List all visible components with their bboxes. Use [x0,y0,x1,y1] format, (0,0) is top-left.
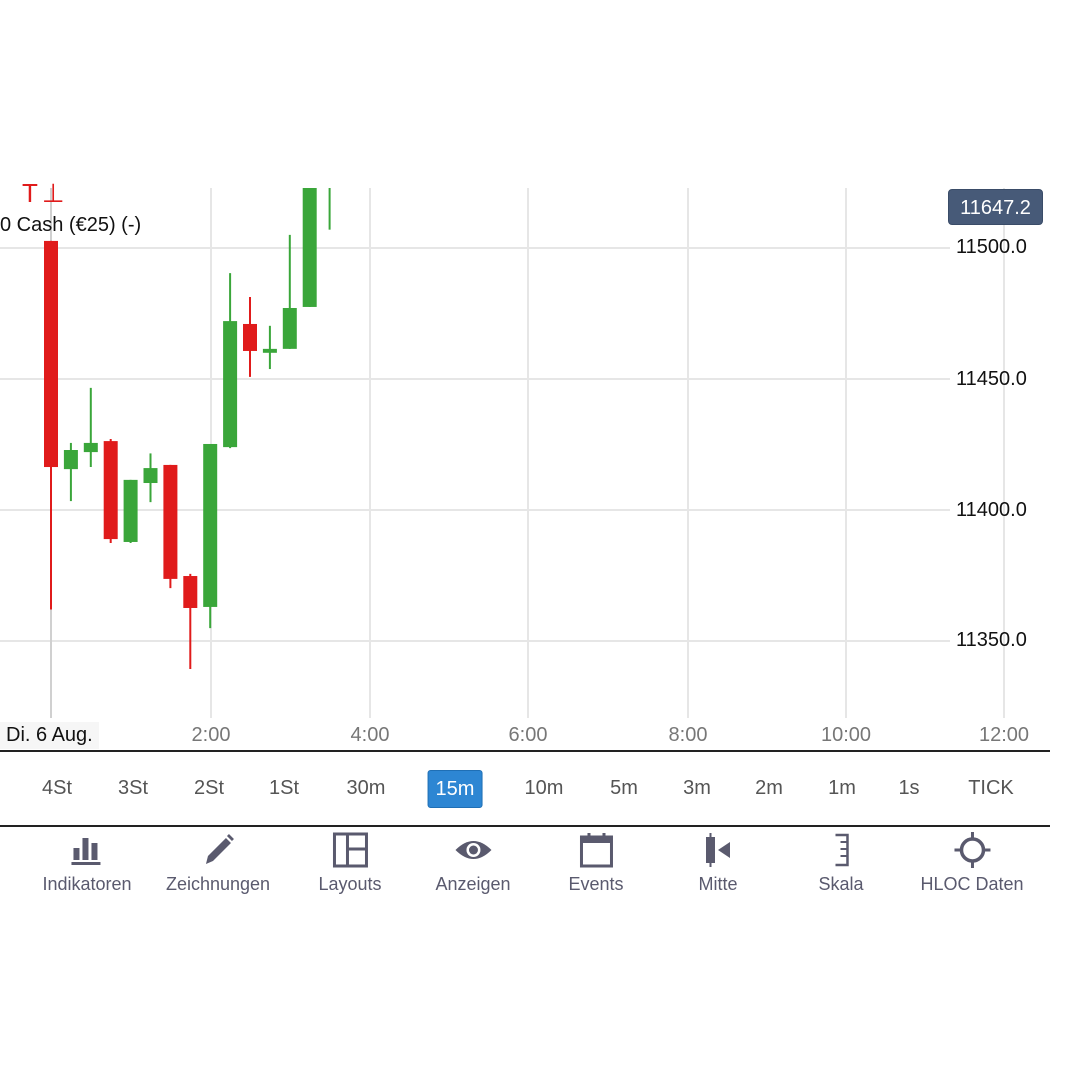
candle-body[interactable] [163,464,178,579]
candle-body[interactable] [223,321,238,448]
pencil-icon [206,834,234,864]
timeframe-4st[interactable]: 4St [41,777,73,799]
mitte-button[interactable]: Mitte [698,830,738,895]
timeframe-tick[interactable]: TICK [968,777,1014,799]
candle-body[interactable] [83,442,98,453]
events-label: Events [568,874,624,894]
eye-icon [455,841,491,859]
timeframe-10m[interactable]: 10m [524,777,564,799]
y-tick-label: 11500.0 [956,236,1027,258]
layout-icon [332,832,368,868]
candle-body[interactable] [143,468,158,484]
candle-body[interactable] [123,479,138,542]
indikatoren-label: Indikatoren [42,874,132,894]
candles [44,188,331,670]
timeframe-1st[interactable]: 1St [268,777,300,799]
grid-lines [0,188,1005,718]
x-date-label: Di. 6 Aug. [0,722,99,749]
x-tick-label: 4:00 [350,724,390,746]
skala-label: Skala [818,874,864,894]
scale-icon [835,833,849,867]
x-tick-label: 6:00 [508,724,548,746]
layouts-button[interactable]: Layouts [318,830,382,895]
hloc-daten-button[interactable]: HLOC Daten [920,830,1024,895]
timeframe-3st[interactable]: 3St [117,777,149,799]
x-tick-label: 8:00 [668,724,708,746]
candle-body[interactable] [282,307,297,349]
timeframe-selector: 4St 3St 2St 1St 30m 15m 10m 5m 3m 2m 1m … [0,770,1050,810]
chart-canvas[interactable] [0,0,1080,752]
candle-body[interactable] [203,443,218,607]
timeframe-2st[interactable]: 2St [193,777,225,799]
timeframe-3m[interactable]: 3m [683,777,711,799]
bottom-toolbar: Indikatoren Zeichnungen Layouts Anzeigen… [0,830,1050,900]
mitte-label: Mitte [698,874,738,894]
timeframe-5m[interactable]: 5m [610,777,638,799]
legend-label[interactable]: 0 Cash (€25) (-) [0,214,142,236]
x-tick-label: 2:00 [191,724,231,746]
y-tick-label: 11450.0 [956,368,1027,390]
x-tick-label: 12:00 [978,724,1030,746]
timeframe-1m[interactable]: 1m [828,777,856,799]
y-tick-label: 11400.0 [956,499,1027,521]
timeframe-15m[interactable]: 15m [427,770,483,808]
candle-body[interactable] [103,441,118,540]
center-icon [706,833,730,867]
zeichnungen-label: Zeichnungen [165,874,271,894]
timeframe-1s[interactable]: 1s [898,777,920,799]
current-price-tag: 11647.2 [948,189,1043,225]
calendar-icon [579,833,613,868]
axis-divider [0,750,1050,752]
candle-body[interactable] [183,576,198,608]
bar-chart-icon [71,838,100,865]
toolbar-divider [0,825,1050,827]
events-button[interactable]: Events [568,830,624,895]
zeichnungen-button[interactable]: Zeichnungen [166,830,270,895]
candle-body[interactable] [302,188,317,307]
timeframe-30m[interactable]: 30m [346,777,386,799]
anzeigen-label: Anzeigen [435,874,511,894]
timeframe-2m[interactable]: 2m [755,777,783,799]
layouts-label: Layouts [318,874,382,894]
candle-body[interactable] [262,348,277,353]
hloc-daten-label: HLOC Daten [920,874,1024,894]
candle-body[interactable] [63,450,78,470]
y-tick-label: 11350.0 [956,629,1027,651]
candle-body[interactable] [44,240,58,468]
candlestick-chart[interactable]: T⊥ 0 Cash (€25) (-) 11647.2 11500.0 1145… [0,0,1080,752]
anzeigen-button[interactable]: Anzeigen [435,830,511,895]
indikatoren-button[interactable]: Indikatoren [42,830,132,895]
crosshair-icon [953,832,990,868]
candle-body[interactable] [243,323,257,351]
skala-button[interactable]: Skala [818,830,864,895]
x-tick-label: 10:00 [820,724,872,746]
legend-marker-icon: T⊥ [22,178,69,208]
